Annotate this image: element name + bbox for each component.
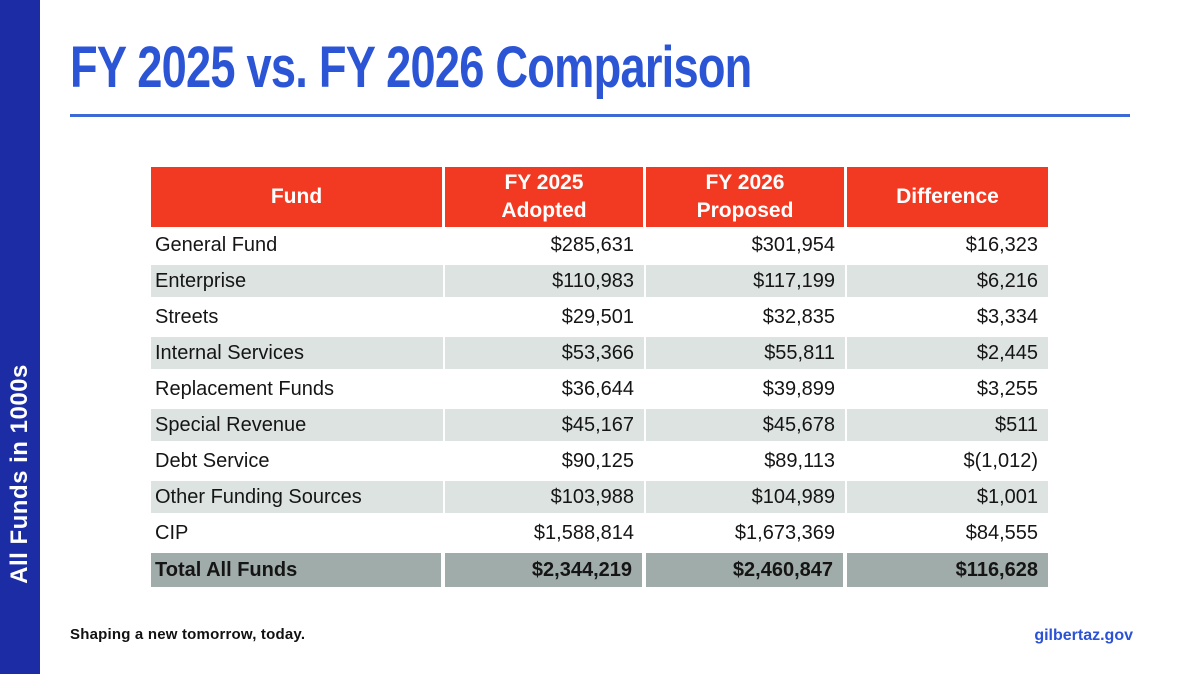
amount-cell: $103,988 <box>445 479 646 515</box>
amount-cell: $39,899 <box>646 371 847 407</box>
table-header: Fund FY 2025 Adopted FY 2026 Proposed Di… <box>151 167 1048 227</box>
page-title: FY 2025 vs. FY 2026 Comparison <box>70 35 752 100</box>
amount-cell: $6,216 <box>847 263 1048 299</box>
amount-cell: $90,125 <box>445 443 646 479</box>
table-row: Enterprise $110,983 $117,199 $6,216 <box>151 263 1048 299</box>
table-row: Special Revenue $45,167 $45,678 $511 <box>151 407 1048 443</box>
amount-cell: $1,673,369 <box>646 515 847 551</box>
sidebar-units-label: All Funds in 1000s <box>6 364 33 584</box>
table-row: Streets $29,501 $32,835 $3,334 <box>151 299 1048 335</box>
amount-cell: $(1,012) <box>847 443 1048 479</box>
amount-cell: $84,555 <box>847 515 1048 551</box>
amount-cell: $36,644 <box>445 371 646 407</box>
amount-cell: $110,983 <box>445 263 646 299</box>
amount-cell: $116,628 <box>847 551 1048 587</box>
amount-cell: $117,199 <box>646 263 847 299</box>
table-body: General Fund $285,631 $301,954 $16,323 Enter… <box>151 227 1048 587</box>
column-header-fy2026-proposed: FY 2026 Proposed <box>646 167 847 227</box>
amount-cell: $301,954 <box>646 227 847 263</box>
table-row: CIP $1,588,814 $1,673,369 $84,555 <box>151 515 1048 551</box>
sidebar-brand-bar: All Funds in 1000s <box>0 0 40 674</box>
amount-cell: $1,001 <box>847 479 1048 515</box>
amount-cell: $45,678 <box>646 407 847 443</box>
table-row: Internal Services $53,366 $55,811 $2,445 <box>151 335 1048 371</box>
fund-name-cell: Other Funding Sources <box>151 479 445 515</box>
footer-website-link[interactable]: gilbertaz.gov <box>1034 627 1133 644</box>
footer-tagline: Shaping a new tomorrow, today. <box>70 626 306 643</box>
fund-name-cell: CIP <box>151 515 445 551</box>
table-row: Debt Service $90,125 $89,113 $(1,012) <box>151 443 1048 479</box>
table-row: General Fund $285,631 $301,954 $16,323 <box>151 227 1048 263</box>
amount-cell: $511 <box>847 407 1048 443</box>
amount-cell: $89,113 <box>646 443 847 479</box>
table-row: Other Funding Sources $103,988 $104,989 $1,… <box>151 479 1048 515</box>
column-header-difference: Difference <box>847 167 1048 227</box>
column-header-fund: Fund <box>151 167 445 227</box>
amount-cell: $16,323 <box>847 227 1048 263</box>
amount-cell: $3,334 <box>847 299 1048 335</box>
column-header-fy2025-adopted: FY 2025 Adopted <box>445 167 646 227</box>
amount-cell: $2,460,847 <box>646 551 847 587</box>
amount-cell: $2,445 <box>847 335 1048 371</box>
fund-name-cell: Special Revenue <box>151 407 445 443</box>
amount-cell: $104,989 <box>646 479 847 515</box>
fund-comparison-table: Fund FY 2025 Adopted FY 2026 Proposed Di… <box>151 167 1048 587</box>
amount-cell: $29,501 <box>445 299 646 335</box>
fund-name-cell: Streets <box>151 299 445 335</box>
amount-cell: $53,366 <box>445 335 646 371</box>
fund-name-cell: Enterprise <box>151 263 445 299</box>
fund-name-cell: Internal Services <box>151 335 445 371</box>
fund-name-cell: General Fund <box>151 227 445 263</box>
fund-name-cell: Replacement Funds <box>151 371 445 407</box>
amount-cell: $55,811 <box>646 335 847 371</box>
amount-cell: $45,167 <box>445 407 646 443</box>
table-total-row: Total All Funds $2,344,219 $2,460,847 $116,… <box>151 551 1048 587</box>
amount-cell: $2,344,219 <box>445 551 646 587</box>
fund-name-cell: Debt Service <box>151 443 445 479</box>
table-header-row: Fund FY 2025 Adopted FY 2026 Proposed Di… <box>151 167 1048 227</box>
amount-cell: $3,255 <box>847 371 1048 407</box>
fund-name-cell: Total All Funds <box>151 551 445 587</box>
table-row: Replacement Funds $36,644 $39,899 $3,255 <box>151 371 1048 407</box>
title-divider <box>70 114 1130 117</box>
amount-cell: $32,835 <box>646 299 847 335</box>
amount-cell: $1,588,814 <box>445 515 646 551</box>
amount-cell: $285,631 <box>445 227 646 263</box>
